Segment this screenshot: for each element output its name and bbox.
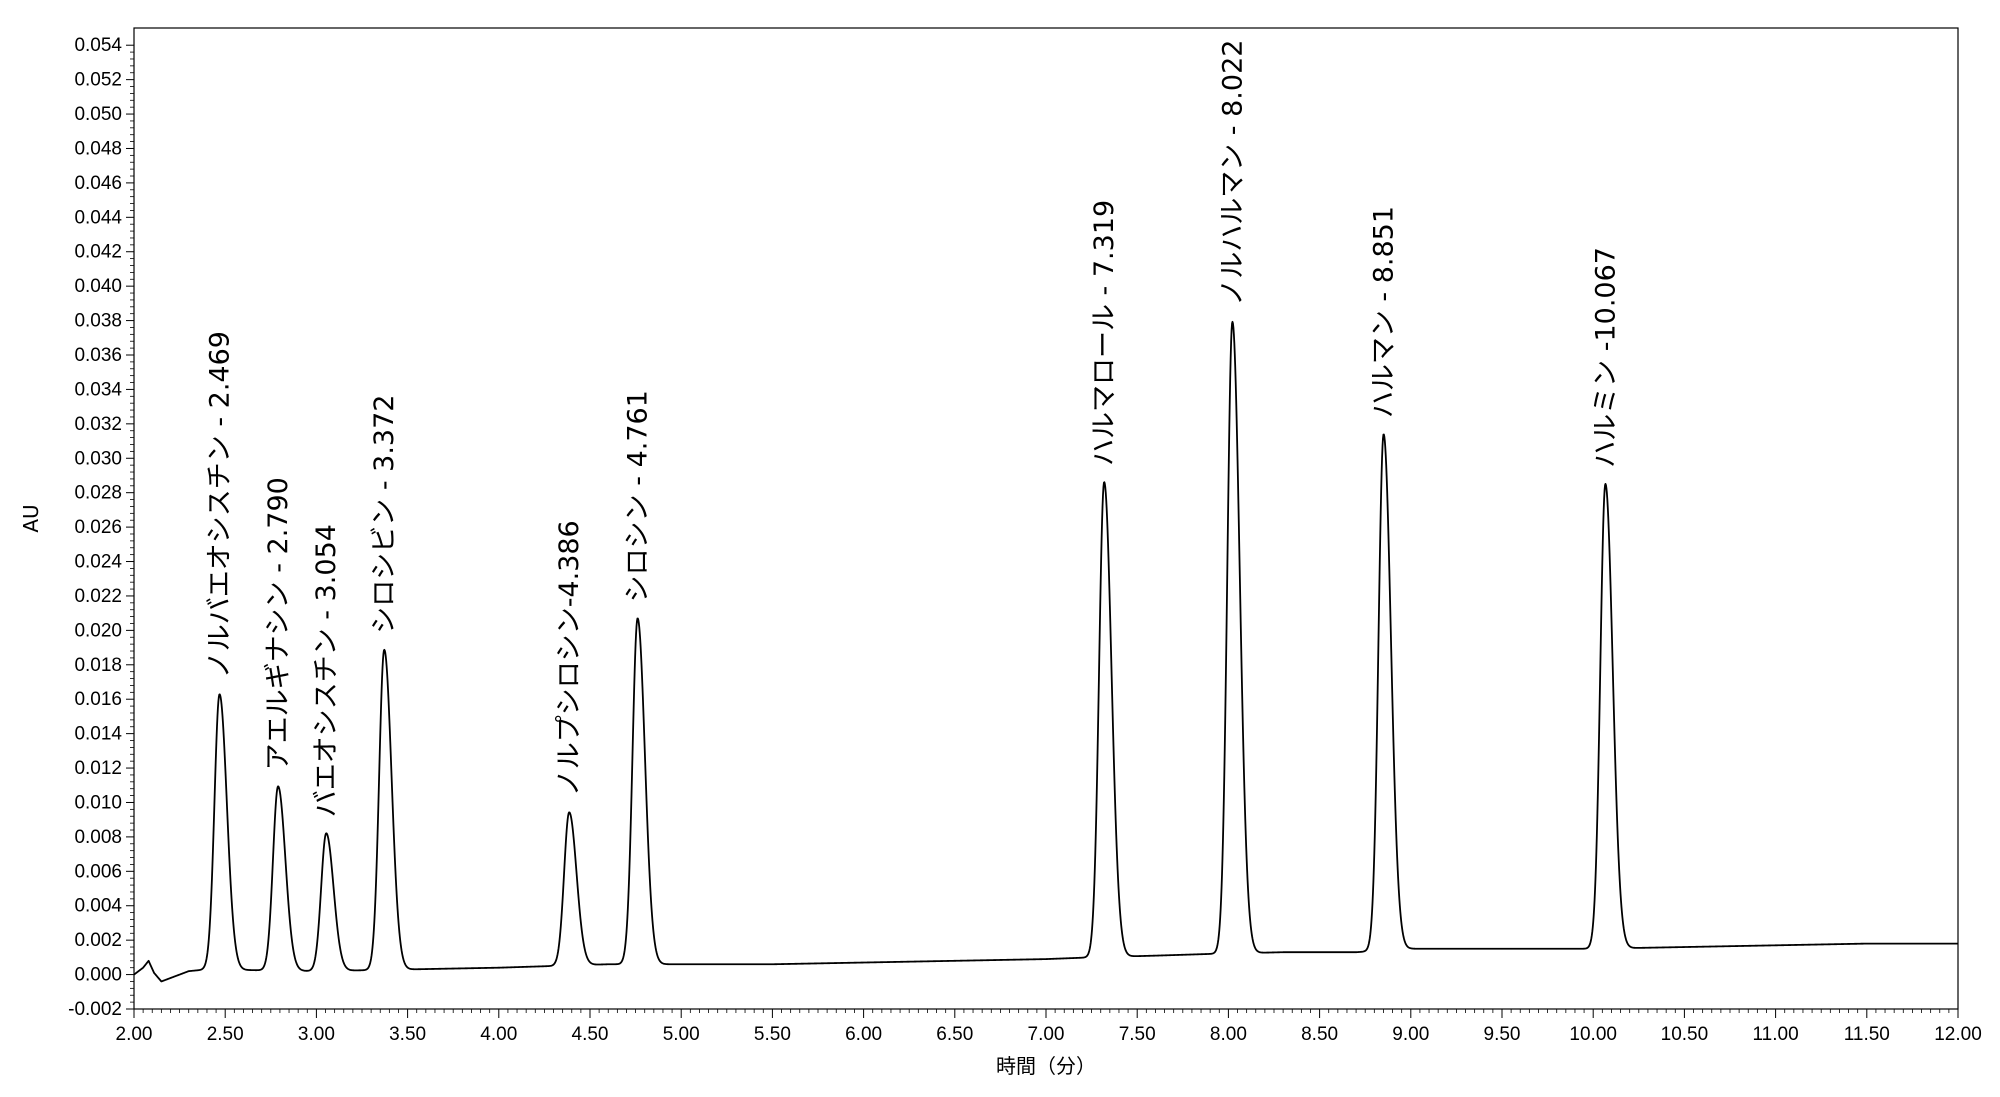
y-axis-title: AU [19,504,43,532]
x-tick-label: 7.50 [1119,1024,1156,1045]
peak-label: アエルギナシン - 2.790 [263,477,294,770]
peak-label: シロシン - 4.761 [623,390,654,602]
x-tick-label: 2.50 [207,1024,244,1045]
x-tick-label: 2.00 [116,1024,153,1045]
y-tick-label: 0.048 [74,138,122,159]
x-tick-label: 7.00 [1028,1024,1065,1045]
chromatogram-trace [133,320,1959,983]
y-tick-label: 0.006 [74,861,122,882]
x-tick-label: 11.50 [1844,1024,1890,1045]
y-tick-label: 0.034 [74,379,122,400]
y-tick-label: 0.012 [74,758,122,779]
peak-label: ハルミン -10.067 [1590,247,1621,468]
x-tick-label: 10.50 [1661,1024,1709,1045]
x-tick-label: 4.50 [572,1024,609,1045]
x-tick-label: 6.50 [936,1024,973,1045]
y-tick-label: 0.038 [74,311,122,332]
peak-label: ハルマン - 8.851 [1369,206,1400,418]
y-tick-label: 0.008 [74,827,122,848]
x-tick-label: 6.00 [845,1024,882,1045]
y-tick-label: 0.032 [74,414,122,435]
peak-label: バエオシスチン - 3.054 [311,524,342,817]
axes-layer: -0.002 0.000 0.002 0.004 0.006 0.008 0.010 0.01… [68,27,1982,1045]
y-tick-label: 0.018 [74,655,122,676]
y-tick-label: 0.042 [74,242,122,263]
peak-label: シロシビン - 3.372 [369,395,400,634]
x-tick-label: 3.00 [298,1024,335,1045]
y-tick-label: -0.002 [68,999,122,1020]
y-tick-label: 0.020 [74,620,122,641]
peak-label: ノルハルマン - 8.022 [1217,40,1248,306]
y-tick-label: 0.052 [74,70,122,91]
x-tick-label: 3.50 [389,1024,426,1045]
x-tick-label: 4.00 [480,1024,517,1045]
y-tick-label: 0.000 [74,965,122,986]
peak-labels-layer: ノルバエオシスチン - 2.469 アエルギナシン - 2.790 バエオシスチン … [205,40,1622,818]
y-tick-label: 0.036 [74,345,122,366]
x-tick-label: 9.50 [1484,1024,1521,1045]
y-tick-label: 0.022 [74,586,122,607]
x-tick-label: 10.00 [1569,1024,1617,1045]
y-tick-label: 0.040 [74,276,122,297]
peak-label: ノルバエオシスチン - 2.469 [205,331,236,678]
x-tick-label: 5.50 [754,1024,791,1045]
x-tick-label: 9.00 [1392,1024,1429,1045]
peak-label: ハルマロール - 7.319 [1089,200,1120,466]
x-tick-label: 5.00 [663,1024,700,1045]
x-tick-label: 8.00 [1210,1024,1247,1045]
x-tick-label: 8.50 [1301,1024,1338,1045]
y-tick-label: 0.030 [74,448,122,469]
y-tick-label: 0.014 [74,724,122,745]
x-axis-title: 時間（分） [996,1054,1096,1078]
peak-label: ノルプシロシン-4.386 [554,520,585,796]
y-tick-label: 0.016 [74,689,122,710]
y-tick-label: 0.054 [74,35,122,56]
y-tick-label: 0.028 [74,483,122,504]
y-tick-label: 0.044 [74,207,122,228]
y-tick-label: 0.050 [74,104,122,125]
y-tick-label: 0.046 [74,173,122,194]
y-tick-label: 0.026 [74,517,122,538]
y-tick-label: 0.002 [74,930,122,951]
x-tick-label: 12.00 [1934,1024,1982,1045]
plot-frame [133,27,1959,1010]
x-tick-label: 11.00 [1753,1024,1799,1045]
y-tick-label: 0.024 [74,552,122,573]
y-tick-label: 0.010 [74,792,122,813]
y-tick-label: 0.004 [74,896,122,917]
trace-layer [133,320,1959,983]
